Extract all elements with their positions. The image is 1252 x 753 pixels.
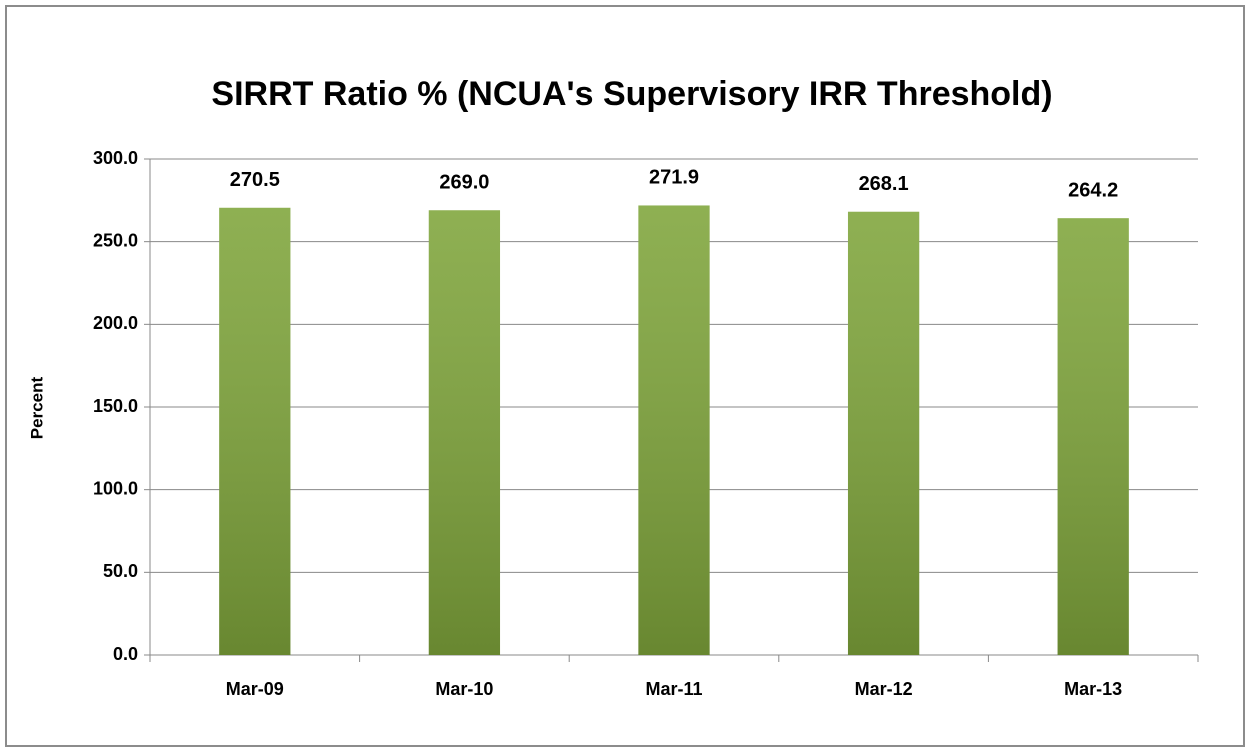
y-tick-label: 200.0 (93, 313, 138, 333)
x-tick-label: Mar-10 (435, 679, 493, 699)
y-axis-label: Percent (27, 376, 46, 439)
y-tick-label: 250.0 (93, 230, 138, 250)
y-tick-label: 150.0 (93, 396, 138, 416)
data-label: 269.0 (439, 172, 489, 194)
data-label: 271.9 (649, 167, 699, 189)
x-tick-label: Mar-11 (645, 679, 702, 699)
data-label: 270.5 (230, 169, 280, 191)
data-label: 268.1 (859, 173, 909, 195)
chart-title: SIRRT Ratio % (NCUA's Supervisory IRR Th… (211, 75, 1052, 113)
y-tick-label: 0.0 (113, 644, 138, 664)
bar (1057, 218, 1129, 655)
y-tick-label: 300.0 (93, 148, 138, 168)
x-tick-label: Mar-09 (226, 679, 284, 699)
bar (428, 210, 501, 655)
chart-frame (5, 5, 1245, 747)
bar (847, 211, 920, 655)
data-label: 264.2 (1068, 179, 1118, 201)
x-tick-label: Mar-13 (1064, 679, 1122, 699)
bar (638, 205, 710, 655)
y-tick-label: 50.0 (103, 561, 138, 581)
y-tick-label: 100.0 (93, 478, 138, 498)
x-tick-label: Mar-12 (855, 679, 913, 699)
bar (219, 207, 291, 656)
